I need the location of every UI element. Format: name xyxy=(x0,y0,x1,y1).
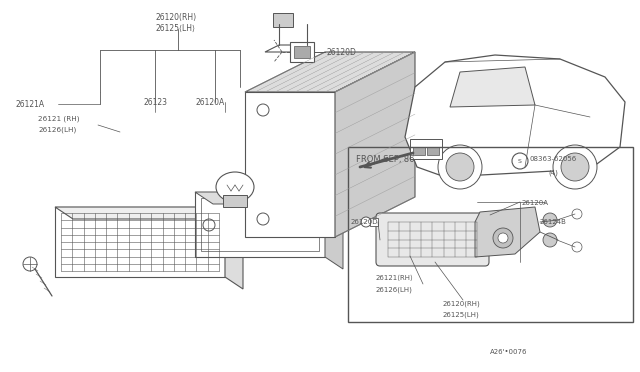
Circle shape xyxy=(257,104,269,116)
Bar xyxy=(427,147,439,155)
Bar xyxy=(290,42,314,62)
Ellipse shape xyxy=(216,172,254,202)
Text: 08363-62056: 08363-62056 xyxy=(530,156,577,162)
Polygon shape xyxy=(475,207,540,257)
Bar xyxy=(370,218,378,226)
Text: 26121⟨RH⟩: 26121⟨RH⟩ xyxy=(376,275,413,281)
Circle shape xyxy=(23,257,37,271)
Polygon shape xyxy=(245,52,415,92)
Polygon shape xyxy=(325,192,343,269)
Bar xyxy=(294,46,310,58)
Text: 26125⟨LH⟩: 26125⟨LH⟩ xyxy=(155,23,195,32)
Text: 26120D: 26120D xyxy=(351,219,378,225)
Bar xyxy=(348,147,633,322)
Text: (4): (4) xyxy=(548,170,558,176)
Polygon shape xyxy=(405,55,625,177)
Text: FROM SEP,'86: FROM SEP,'86 xyxy=(356,154,415,164)
Text: 26123: 26123 xyxy=(143,97,167,106)
FancyBboxPatch shape xyxy=(376,213,489,266)
Text: Α26'•0076: Α26'•0076 xyxy=(490,349,527,355)
Circle shape xyxy=(572,209,582,219)
Circle shape xyxy=(208,237,218,247)
Bar xyxy=(273,13,293,27)
Text: 26124B: 26124B xyxy=(540,219,567,225)
Text: 26120(RH): 26120(RH) xyxy=(443,301,481,307)
Text: 26126(LH): 26126(LH) xyxy=(376,287,413,293)
Polygon shape xyxy=(55,207,243,219)
Text: 26121 (RH): 26121 (RH) xyxy=(38,116,79,122)
Bar xyxy=(195,192,325,257)
Bar xyxy=(413,147,425,155)
Circle shape xyxy=(257,213,269,225)
Circle shape xyxy=(553,145,597,189)
Text: 26120A: 26120A xyxy=(522,200,549,206)
Circle shape xyxy=(561,153,589,181)
Polygon shape xyxy=(195,192,343,204)
Bar xyxy=(410,139,442,159)
Circle shape xyxy=(493,228,513,248)
Circle shape xyxy=(572,242,582,252)
Polygon shape xyxy=(225,207,243,289)
Polygon shape xyxy=(245,92,335,237)
Circle shape xyxy=(438,145,482,189)
Bar xyxy=(201,198,319,251)
Polygon shape xyxy=(335,52,415,237)
Polygon shape xyxy=(265,45,307,52)
Bar xyxy=(223,195,247,207)
Circle shape xyxy=(512,153,528,169)
Circle shape xyxy=(543,233,557,247)
Text: 26120A: 26120A xyxy=(195,97,224,106)
Polygon shape xyxy=(55,207,225,277)
Circle shape xyxy=(498,233,508,243)
Circle shape xyxy=(203,219,215,231)
Text: 26121A: 26121A xyxy=(15,99,44,109)
Circle shape xyxy=(361,217,371,227)
Circle shape xyxy=(446,153,474,181)
Text: 26120D: 26120D xyxy=(327,48,357,57)
Text: S: S xyxy=(518,158,522,164)
Text: 26126(LH): 26126(LH) xyxy=(38,127,76,133)
Polygon shape xyxy=(450,67,535,107)
Text: 26120(RH): 26120(RH) xyxy=(155,13,196,22)
Circle shape xyxy=(305,219,317,231)
Circle shape xyxy=(543,213,557,227)
Text: 26125(LH): 26125(LH) xyxy=(443,312,480,318)
